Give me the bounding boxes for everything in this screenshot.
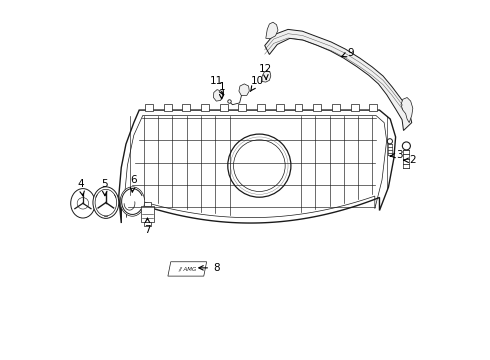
Bar <box>257 104 265 111</box>
Text: 9: 9 <box>342 48 354 58</box>
Text: 8: 8 <box>199 263 220 273</box>
Polygon shape <box>401 98 413 123</box>
Bar <box>276 104 284 111</box>
Bar <box>141 206 154 222</box>
Text: 3: 3 <box>390 150 402 160</box>
Circle shape <box>402 142 411 150</box>
Polygon shape <box>214 90 223 101</box>
Text: 2: 2 <box>404 155 416 165</box>
Text: 4: 4 <box>77 179 84 196</box>
Ellipse shape <box>93 187 119 219</box>
Text: 5: 5 <box>101 179 108 196</box>
Bar <box>220 104 228 111</box>
Text: // AMG: // AMG <box>178 266 196 271</box>
Bar <box>332 104 340 111</box>
Polygon shape <box>239 84 249 96</box>
Text: 10: 10 <box>250 76 264 91</box>
Polygon shape <box>265 30 412 131</box>
Bar <box>369 104 377 111</box>
Bar <box>201 104 209 111</box>
Polygon shape <box>261 71 271 82</box>
Text: 11: 11 <box>210 76 223 95</box>
Bar <box>313 104 321 111</box>
Bar <box>182 104 190 111</box>
Polygon shape <box>168 262 207 276</box>
Ellipse shape <box>120 187 145 216</box>
Bar <box>351 104 359 111</box>
Polygon shape <box>266 22 278 39</box>
Circle shape <box>387 139 392 144</box>
Text: 12: 12 <box>259 64 272 80</box>
Circle shape <box>228 134 291 197</box>
Bar <box>144 202 151 206</box>
Bar <box>144 222 151 226</box>
Text: 6: 6 <box>130 175 136 192</box>
Bar <box>239 104 246 111</box>
Bar <box>145 104 153 111</box>
Text: 7: 7 <box>144 218 151 235</box>
Text: 1: 1 <box>219 82 225 99</box>
Bar <box>164 104 171 111</box>
Bar <box>294 104 302 111</box>
Ellipse shape <box>71 189 95 218</box>
